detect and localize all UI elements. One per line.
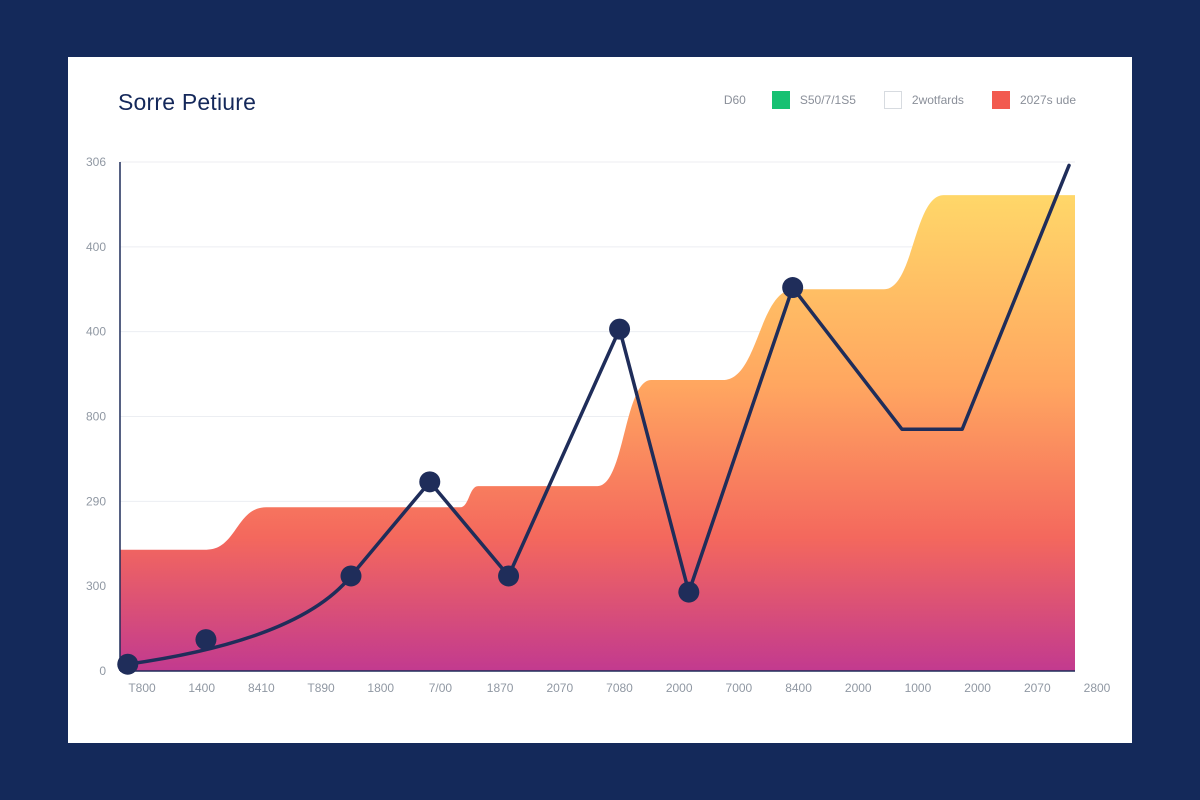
x-tick-label: 7080 — [606, 681, 633, 695]
data-point[interactable] — [195, 629, 217, 651]
y-tick-label: 0 — [99, 664, 106, 678]
chart-title: Sorre Petiure — [118, 89, 257, 115]
x-tick-label: 2000 — [964, 681, 991, 695]
x-tick-label: 2000 — [666, 681, 693, 695]
x-tick-label: 8410 — [248, 681, 275, 695]
x-tick-label: T890 — [307, 681, 335, 695]
data-point[interactable] — [782, 277, 804, 299]
y-tick-label: 400 — [86, 240, 106, 254]
legend-label-3: 2027s ude — [1019, 93, 1076, 107]
x-tick-label: 8400 — [785, 681, 812, 695]
data-point[interactable] — [340, 565, 362, 587]
y-tick-label: 290 — [86, 494, 106, 508]
x-tick-label: 1870 — [487, 681, 514, 695]
x-tick-label: 2070 — [546, 681, 573, 695]
legend-item-1[interactable]: S50/7/1S5 — [771, 91, 856, 109]
legend-label-1: S50/7/1S5 — [799, 93, 856, 107]
x-tick-label: 1800 — [367, 681, 394, 695]
y-tick-label: 400 — [86, 325, 106, 339]
legend-swatch-1 — [771, 91, 790, 109]
x-tick-label: 7/00 — [429, 681, 453, 695]
x-tick-label: 7000 — [726, 681, 753, 695]
data-point[interactable] — [609, 318, 631, 340]
x-tick-label: 2070 — [1024, 681, 1051, 695]
y-tick-label: 306 — [86, 155, 106, 169]
legend-item-2[interactable]: 2wotfards — [883, 91, 964, 109]
legend-item-3[interactable]: 2027s ude — [991, 91, 1076, 109]
data-point[interactable] — [419, 471, 441, 493]
area-series — [120, 195, 1075, 671]
legend: D60 S50/7/1S5 2wotfards 2027s ude — [724, 91, 1076, 109]
legend-swatch-2 — [883, 91, 902, 109]
y-tick-label: 300 — [86, 579, 106, 593]
x-tick-label: 2800 — [1084, 681, 1111, 695]
x-tick-label: 1000 — [905, 681, 932, 695]
data-point[interactable] — [498, 565, 520, 587]
y-tick-label: 800 — [86, 410, 106, 424]
data-point[interactable] — [117, 653, 139, 675]
x-tick-label: 2000 — [845, 681, 872, 695]
legend-lead: D60 — [723, 93, 746, 107]
line-series — [126, 163, 1071, 666]
data-point[interactable] — [678, 581, 700, 603]
x-tick-label: T800 — [128, 681, 156, 695]
legend-swatch-3 — [991, 91, 1010, 109]
x-tick-label: 1400 — [188, 681, 215, 695]
legend-label-2: 2wotfards — [911, 93, 964, 107]
